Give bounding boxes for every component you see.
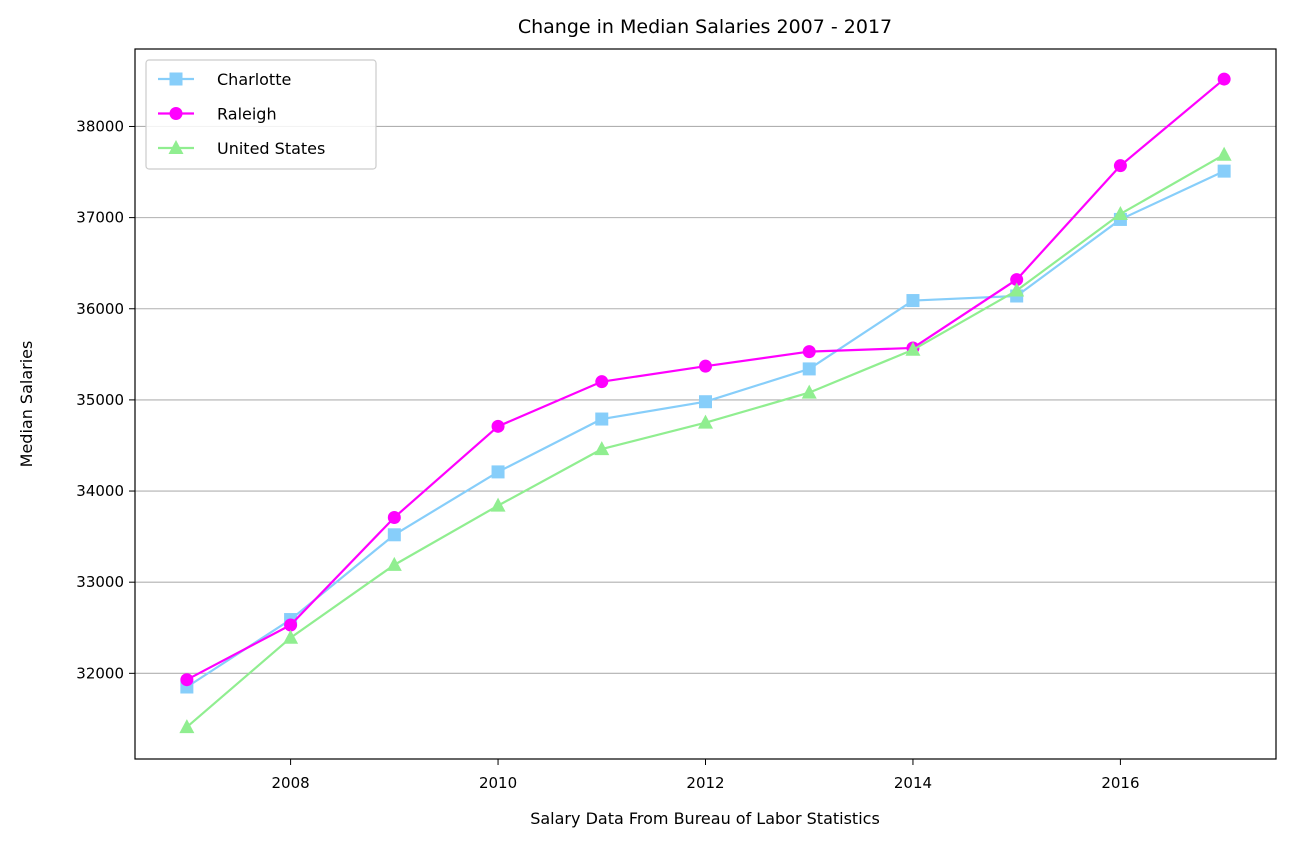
legend: Charlotte Raleigh United States	[145, 59, 377, 170]
data-point-raleigh	[387, 510, 401, 524]
data-point-raleigh	[1217, 72, 1231, 86]
legend-label-charlotte: Charlotte	[217, 70, 291, 89]
x-tick-label: 2008	[271, 774, 309, 792]
data-point-raleigh	[1010, 273, 1024, 287]
x-tick-label: 2016	[1101, 774, 1139, 792]
series-raleigh	[180, 72, 1231, 687]
data-point-united-states	[1009, 282, 1025, 297]
y-tick-label: 32000	[76, 664, 124, 682]
data-point-charlotte	[699, 395, 712, 409]
data-point-united-states	[594, 441, 610, 456]
data-point-charlotte	[1217, 164, 1231, 178]
y-axis-title: Median Salaries	[17, 341, 36, 468]
legend-marker-raleigh	[169, 107, 183, 120]
data-point-charlotte	[802, 362, 816, 376]
data-point-united-states	[386, 556, 402, 571]
legend-marker-charlotte	[169, 72, 183, 86]
data-point-charlotte	[906, 294, 920, 308]
data-point-united-states	[905, 341, 921, 356]
legend-box	[145, 59, 377, 170]
data-point-raleigh	[802, 345, 816, 359]
y-tick-label: 38000	[76, 117, 124, 135]
data-point-charlotte	[491, 465, 505, 479]
x-tick-label: 2012	[686, 774, 724, 792]
x-axis-title: Salary Data From Bureau of Labor Statist…	[530, 809, 880, 828]
data-point-united-states	[1112, 205, 1128, 220]
data-point-raleigh	[595, 375, 609, 389]
legend-label-united-states: United States	[217, 139, 325, 158]
y-tick-label: 33000	[76, 573, 124, 591]
series-united-states	[179, 146, 1232, 734]
data-point-charlotte	[595, 412, 609, 426]
legend-marker-united-states	[168, 140, 184, 154]
data-point-united-states	[490, 497, 506, 512]
axis-ticks: 32000 33000 34000 35000 36000 37000 38000 2008 2…	[76, 117, 1139, 792]
y-tick-label: 34000	[76, 482, 124, 500]
y-tick-label: 35000	[76, 391, 124, 409]
data-point-united-states	[1216, 146, 1232, 161]
data-point-raleigh	[284, 618, 298, 632]
data-point-raleigh	[491, 419, 505, 433]
data-point-united-states	[283, 629, 299, 644]
x-tick-label: 2014	[894, 774, 932, 792]
y-tick-label: 36000	[76, 300, 124, 318]
chart-title: Change in Median Salaries 2007 - 2017	[518, 16, 892, 38]
data-point-united-states	[698, 414, 713, 429]
data-point-raleigh	[699, 359, 712, 373]
legend-label-raleigh: Raleigh	[217, 105, 277, 124]
data-point-raleigh	[1113, 159, 1127, 173]
data-point-charlotte	[387, 528, 401, 542]
gridlines	[135, 125, 1276, 674]
y-tick-label: 37000	[76, 209, 124, 227]
data-point-raleigh	[180, 673, 194, 687]
data-point-united-states	[801, 384, 817, 399]
data-point-united-states	[179, 719, 195, 734]
series-group	[179, 72, 1232, 734]
x-tick-label: 2010	[479, 774, 517, 792]
